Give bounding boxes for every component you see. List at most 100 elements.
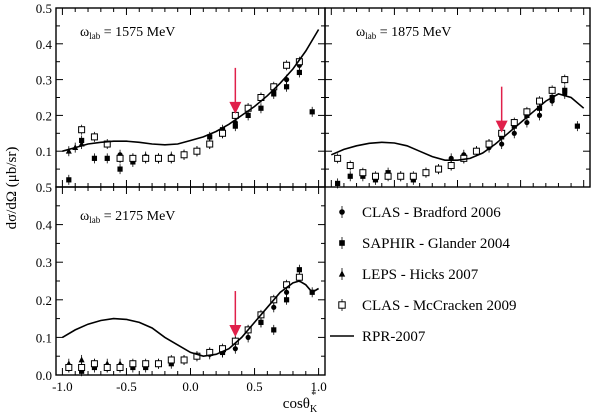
panel-label: ωlab = 1575 MeV	[80, 25, 175, 41]
legend: CLAS - Bradford 2006 SAPHIR - Glander 200…	[330, 205, 517, 345]
data-point	[397, 172, 405, 180]
model-curve	[330, 93, 585, 161]
data-point	[154, 154, 162, 162]
data-point	[117, 166, 123, 172]
y-tick-label: 0.2	[36, 108, 52, 123]
legend-item: CLAS - McCracken 2009	[338, 298, 517, 314]
data-point	[65, 147, 72, 154]
data-point	[499, 141, 505, 147]
data-point	[283, 61, 291, 69]
data-point	[485, 140, 493, 148]
x-axis-label-sub: K	[310, 404, 318, 415]
panel-1: 0.1 0.2 0.3 0.4 0.5 ωlab = 1575 MeV	[36, 1, 326, 188]
x-tick-label: 0.0	[182, 379, 198, 394]
data-point	[371, 172, 379, 180]
panel-label-sub: lab	[89, 31, 100, 41]
data-point	[523, 108, 531, 116]
legend-label: LEPS - Hicks 2007	[362, 267, 479, 283]
panel-label-sub: lab	[365, 31, 376, 41]
data-point	[167, 154, 175, 162]
data-point	[536, 97, 544, 105]
data-point	[129, 360, 137, 368]
data-point	[78, 363, 86, 371]
data-point	[524, 119, 530, 126]
data-point	[245, 334, 251, 340]
data-point	[103, 363, 111, 371]
model-curve	[62, 29, 320, 152]
data-point	[334, 154, 342, 162]
panel-label-value: = 1575 MeV	[100, 25, 175, 40]
y-tick-label: 0.1	[36, 144, 52, 159]
data-point	[180, 356, 188, 364]
data-point	[409, 172, 417, 180]
arrow-head	[229, 101, 242, 114]
y-tick-label: 0.5	[36, 1, 52, 16]
panel-label-value: = 2175 MeV	[100, 209, 175, 224]
panel-label-symbol: ω	[80, 25, 89, 40]
legend-label: SAPHIR - Glander 2004	[362, 236, 510, 252]
legend-label: RPR-2007	[362, 329, 426, 345]
legend-label: CLAS - McCracken 2009	[362, 298, 517, 314]
data-point	[129, 154, 137, 162]
data-point	[283, 84, 290, 90]
data-point	[232, 123, 238, 129]
data-point	[193, 147, 201, 155]
legend-square-icon	[339, 240, 345, 246]
data-point	[347, 173, 353, 179]
data-point	[90, 360, 98, 368]
y-tick-label: 0.4	[36, 37, 53, 52]
data-point	[296, 69, 302, 76]
data-point	[66, 177, 72, 183]
data-point	[562, 87, 568, 93]
data-point	[309, 109, 315, 115]
data-point	[258, 105, 264, 111]
data-point	[78, 356, 85, 363]
x-tick-label: -0.5	[116, 379, 137, 394]
data-point	[335, 180, 341, 187]
x-tick-label: -1.0	[52, 379, 73, 394]
data-point	[116, 363, 124, 371]
data-point	[359, 169, 367, 177]
data-point	[384, 172, 392, 180]
data-point	[258, 319, 264, 325]
panel-label-symbol: ω	[80, 209, 89, 224]
arrow-head	[229, 325, 242, 338]
data-point	[422, 169, 430, 177]
x-tick-label: 1.0	[310, 379, 326, 394]
legend-item: CLAS - Bradford 2006	[339, 205, 501, 221]
x-axis-label: cosθK*	[283, 390, 318, 415]
panel-label-sub: lab	[89, 215, 100, 225]
x-axis-label-sup: *	[311, 390, 316, 401]
y-tick-label: 0.2	[36, 293, 52, 308]
data-point	[193, 352, 201, 360]
data-point	[548, 86, 556, 94]
data-point	[447, 162, 455, 170]
data-point	[283, 297, 290, 303]
data-point	[207, 134, 213, 140]
data-point	[104, 155, 110, 161]
y-tick-label: 0.5	[36, 180, 52, 195]
data-point	[283, 289, 290, 295]
data-point	[91, 155, 98, 161]
data-point	[154, 360, 162, 368]
legend-item: SAPHIR - Glander 2004	[339, 236, 510, 252]
data-point	[245, 112, 251, 118]
data-point	[232, 346, 238, 352]
y-tick-label: 0.0	[36, 368, 52, 383]
panel-label: ωlab = 2175 MeV	[80, 209, 175, 225]
panel-label: ωlab = 1875 MeV	[356, 25, 451, 41]
panel-2: ωlab = 1875 MeV	[324, 7, 591, 189]
data-point	[271, 304, 277, 310]
data-point	[536, 105, 543, 111]
data-point	[346, 162, 354, 170]
y-tick-label: 0.3	[36, 73, 52, 88]
legend-open-square-icon	[338, 301, 346, 309]
data-point	[510, 119, 518, 127]
y-tick-label: 0.1	[36, 330, 52, 345]
data-point	[65, 363, 73, 371]
legend-item: LEPS - Hicks 2007	[338, 267, 479, 283]
arrow-head	[495, 120, 508, 133]
legend-label: CLAS - Bradford 2006	[362, 205, 501, 221]
legend-triangle-icon	[338, 270, 346, 277]
